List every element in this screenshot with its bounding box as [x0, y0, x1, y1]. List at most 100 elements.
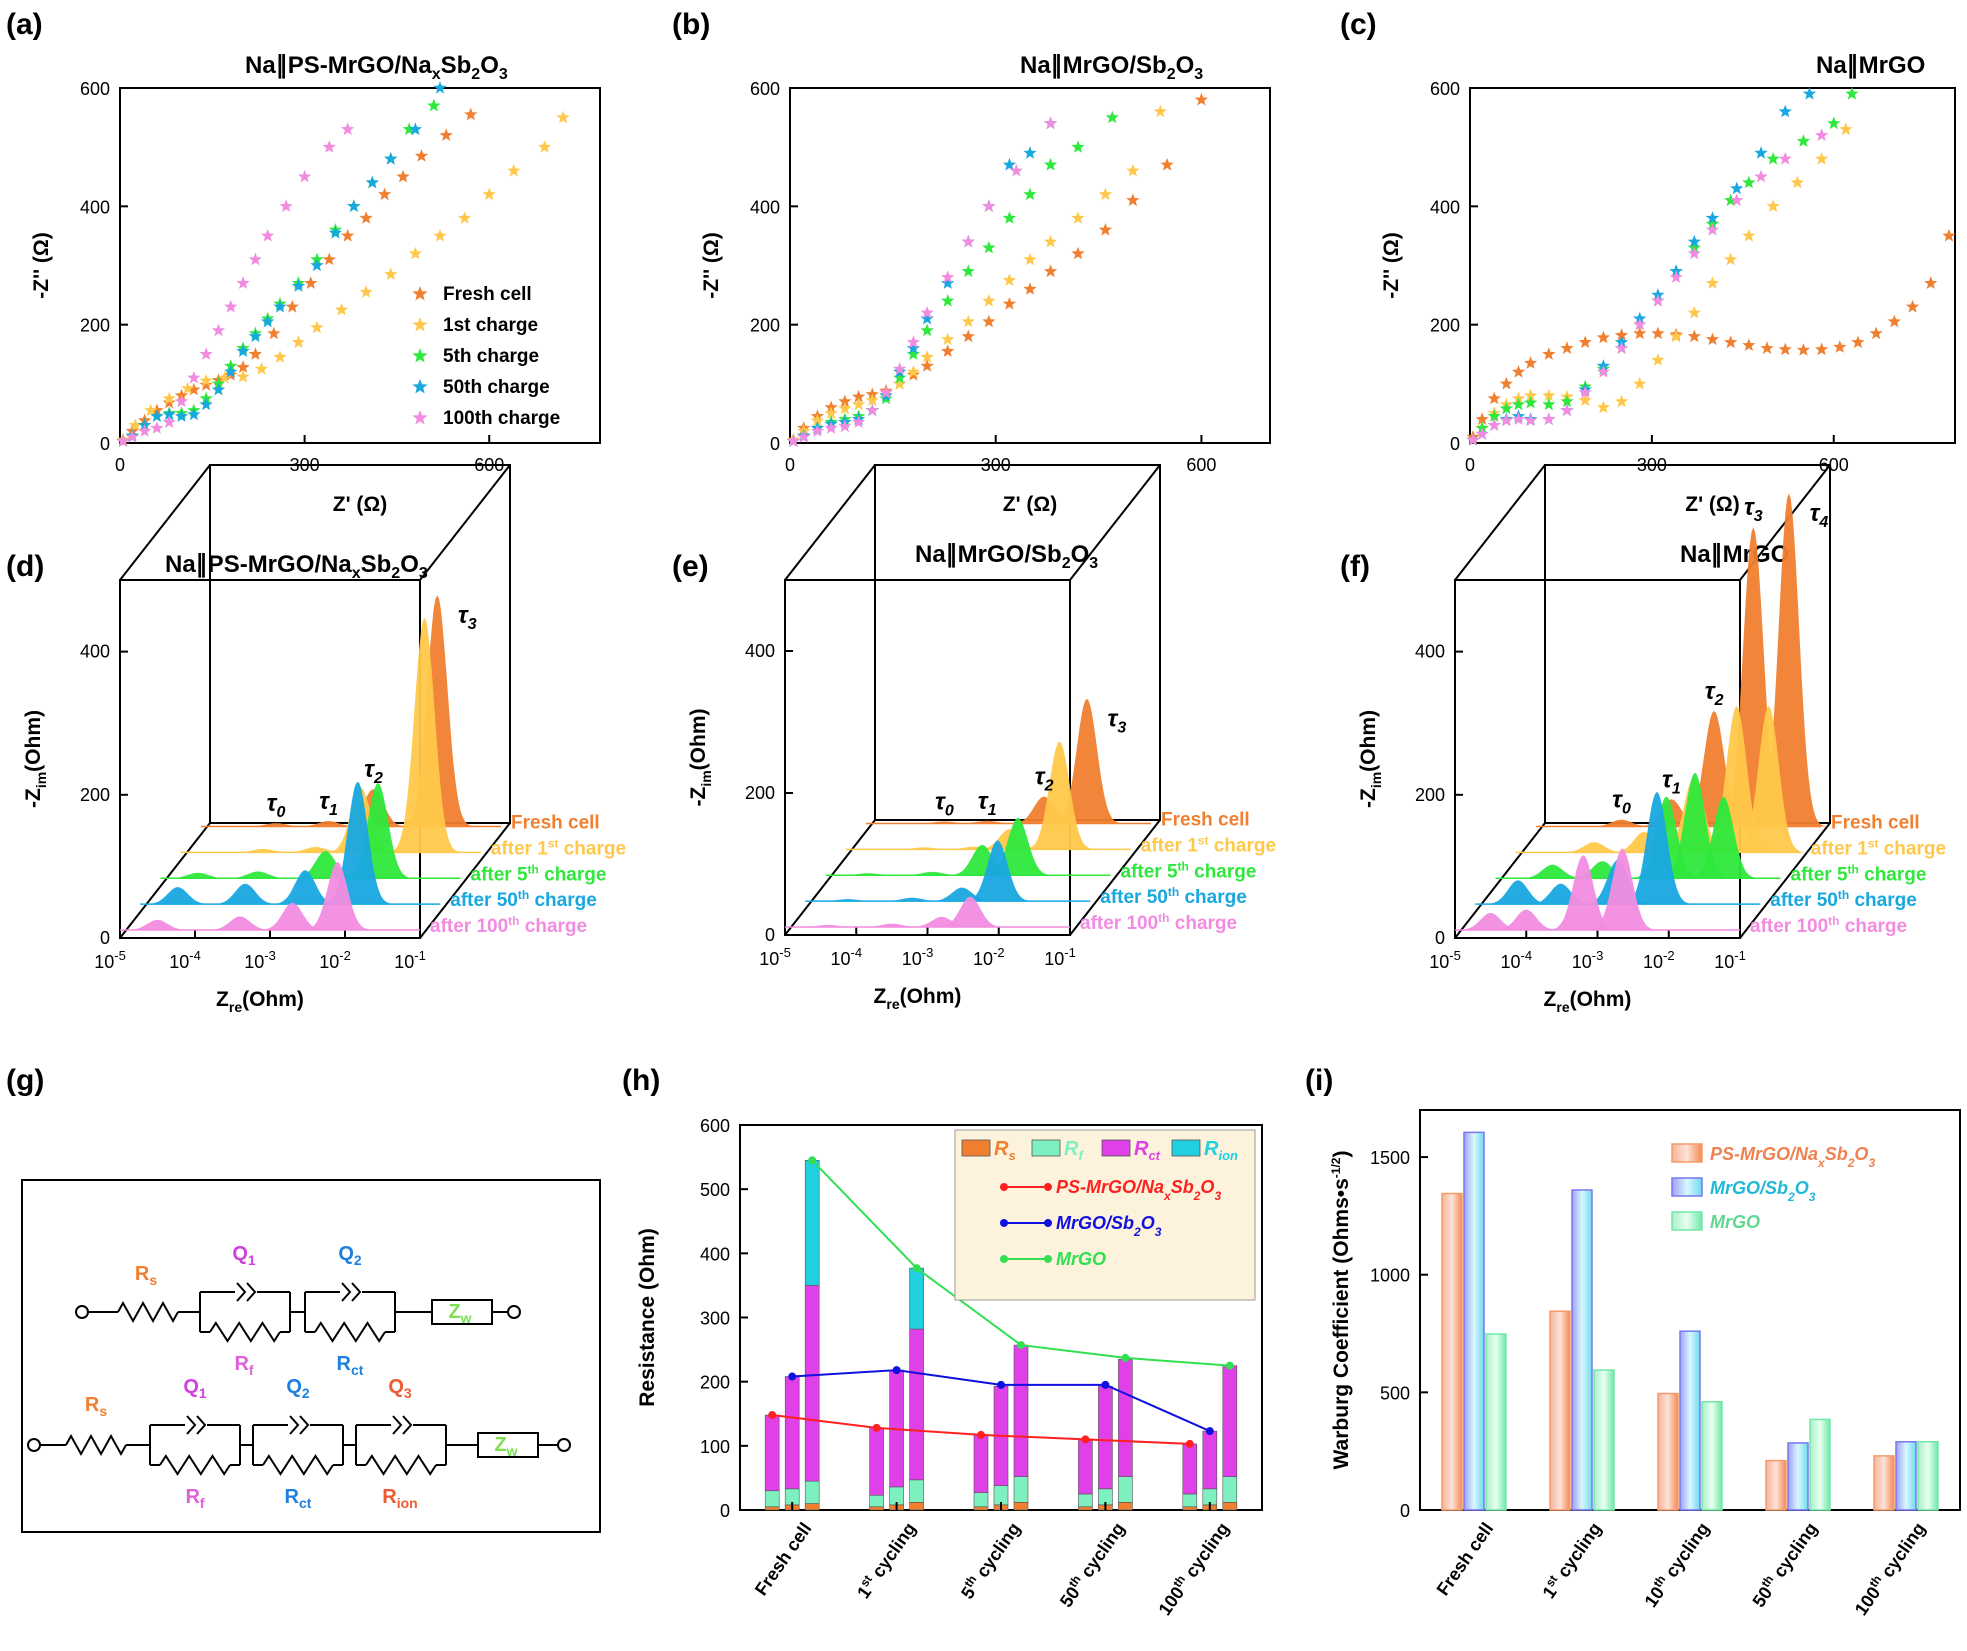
x-tick-label: 10-2: [1643, 948, 1675, 972]
label-zw: Zw: [448, 1301, 471, 1326]
tick-exponent: -2: [1663, 948, 1675, 963]
data-point: [150, 421, 164, 434]
drt-peak: [885, 871, 980, 876]
data-point: [941, 270, 955, 283]
drt-legend-label: after 1st charge: [1811, 836, 1946, 859]
box-edge: [419, 464, 511, 581]
y-tick-label: 500: [700, 1180, 730, 1200]
tick-exponent: -1: [1064, 945, 1076, 960]
data-point: [1887, 314, 1901, 328]
legend-sup: th: [1178, 859, 1189, 873]
drt-legend-label: after 50th charge: [1770, 888, 1917, 911]
data-point: [1724, 335, 1738, 349]
x-axis-label: Z' (Ω): [333, 493, 387, 516]
drt-trace: [110, 862, 420, 931]
legend-swatch: [1671, 1211, 1703, 1231]
plot-frame: [119, 87, 601, 444]
tau-label: τ3: [1108, 706, 1127, 737]
data-point: [1833, 340, 1847, 353]
x-tick-label: 10-1: [394, 948, 426, 972]
data-point: [851, 389, 866, 403]
tau-label: τ3: [1744, 494, 1763, 525]
tick-exponent: -5: [1449, 948, 1461, 963]
resistor: [262, 1454, 334, 1476]
series-50th-charge: [116, 81, 447, 447]
legend-sup: st: [1198, 833, 1209, 847]
trend-point: [808, 1156, 817, 1165]
data-point: [1524, 395, 1538, 409]
y-tick-label: 0: [720, 1501, 730, 1521]
tick-exponent: -2: [993, 945, 1005, 960]
bar-mrgo: [1701, 1401, 1723, 1511]
x-axis-label-part: Z: [874, 985, 887, 1008]
legend-label: Fresh cell: [443, 284, 532, 305]
panel-a-title: Na∥PS-MrGO/NaxSb2O3: [245, 52, 508, 83]
data-point: [464, 107, 478, 121]
drt-peak: [1040, 698, 1134, 824]
y-tick-label: 600: [1430, 79, 1460, 99]
y-tick-label: 200: [700, 1373, 730, 1393]
data-point: [1071, 246, 1085, 260]
x-axis-label-part: re: [229, 999, 242, 1015]
x-tick-label: Fresh cell: [1433, 1519, 1498, 1599]
legend-base: R: [1134, 1138, 1149, 1160]
x-tick-label: 50th cycling: [1747, 1518, 1821, 1611]
bar-segment-rs: [869, 1506, 884, 1511]
legend-dot: [1044, 1183, 1052, 1191]
legend-base: MrGO/Sb: [1056, 1213, 1134, 1233]
trend-point: [1121, 1353, 1130, 1362]
drt-legend-label: Fresh cell: [1831, 813, 1920, 834]
data-point: [941, 294, 955, 307]
label-base: Q: [232, 1243, 248, 1265]
drt-peak: [915, 887, 1009, 902]
data-point: [187, 370, 201, 384]
panel-a-tag: (a): [6, 8, 43, 41]
panel-f-title: Na∥MrGO: [1680, 541, 1789, 568]
data-point: [384, 267, 398, 280]
category-rest: cycling: [1178, 1519, 1233, 1585]
drt-peak: [1689, 706, 1784, 853]
x-tick-label: 10th cycling: [1639, 1518, 1713, 1611]
y-tick-label: 0: [1400, 1501, 1410, 1521]
data-point: [236, 344, 250, 357]
legend-dot: [1044, 1255, 1052, 1263]
y-tick-label: 600: [80, 79, 110, 99]
panel-c-title: Na∥MrGO: [1816, 52, 1925, 79]
resistor: [209, 1321, 281, 1343]
data-point: [1524, 413, 1538, 427]
y-tick-label: 0: [100, 928, 110, 948]
bar-segment-rs: [1222, 1502, 1238, 1511]
label-rf: Rf: [234, 1353, 253, 1378]
cpe-symbol: [289, 1415, 310, 1435]
tau-symbol: τ: [1662, 766, 1673, 793]
resistor: [65, 1433, 127, 1457]
data-point: [267, 326, 281, 340]
drt-legend-label: after 100th charge: [1080, 911, 1237, 934]
warburg-bar-chart: 0 500 1000 1500 Warburg Coefficient (Ohms•s-…: [1329, 1109, 1961, 1619]
data-point: [824, 406, 838, 420]
stacked-bar: [1118, 1358, 1133, 1511]
data-point: [1730, 181, 1744, 195]
data-point: [162, 395, 176, 409]
data-point: [1924, 276, 1938, 289]
data-point: [1614, 394, 1629, 408]
y-tick-label: 400: [750, 197, 780, 217]
data-point: [1071, 211, 1085, 224]
legend-formula-part: 3: [1214, 1189, 1221, 1203]
tick-base: 10: [244, 952, 264, 972]
drt-peak: [245, 902, 340, 930]
data-point: [1742, 228, 1756, 242]
data-point: [1002, 273, 1017, 286]
resistance-bar-chart: 0 100 200 300 400 500 600 Resistance (Ohm) Fresh…: [636, 1116, 1263, 1619]
series-5th-charge: [786, 110, 1119, 447]
y-axis-label-part: (Ohm): [22, 710, 45, 772]
data-point: [1487, 391, 1501, 405]
data-point: [1705, 332, 1720, 346]
tick-exponent: -4: [1520, 948, 1532, 963]
panel-d-title: Na∥PS-MrGO/NaxSb2O3: [165, 551, 428, 582]
y-axis-label-part: -Z: [687, 787, 710, 807]
stacked-bar: [889, 1369, 904, 1511]
data-point: [824, 421, 838, 434]
